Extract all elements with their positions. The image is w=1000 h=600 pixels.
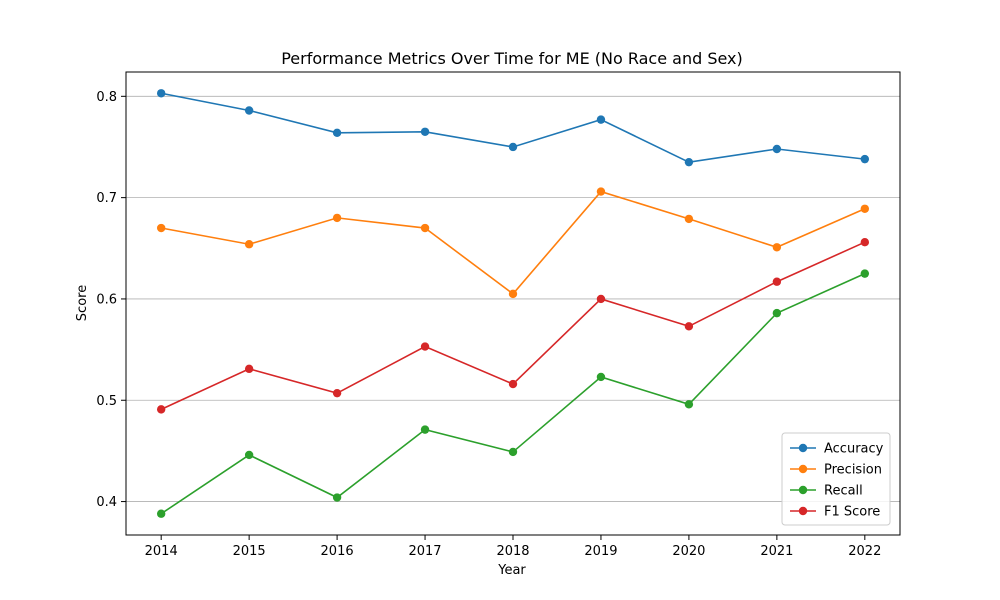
y-tick-label: 0.7 — [96, 191, 117, 206]
y-tick-label: 0.6 — [96, 292, 117, 307]
data-point-precision-2016 — [332, 213, 342, 223]
legend-swatch-marker — [798, 443, 808, 453]
grid-lines — [126, 95, 900, 502]
legend-item-f1-score: F1 Score — [790, 505, 880, 520]
legend-swatch-marker — [798, 506, 808, 516]
data-point-precision-2014 — [156, 223, 166, 233]
series-line-accuracy — [161, 92, 865, 163]
legend-box — [781, 432, 891, 526]
data-point-precision-2015 — [244, 240, 254, 249]
x-tick-label: 2019 — [584, 544, 617, 559]
data-point-accuracy-2019 — [596, 115, 606, 124]
x-tick-label: 2014 — [145, 544, 178, 559]
legend-item-precision: Precision — [790, 463, 882, 478]
legend-label: Precision — [824, 463, 882, 478]
data-point-accuracy-2015 — [244, 106, 254, 115]
data-point-precision-2017 — [420, 223, 430, 233]
data-point-precision-2022 — [860, 204, 870, 213]
series-layer — [156, 89, 870, 518]
x-tick-label: 2021 — [760, 544, 793, 559]
data-point-f1-score-2022 — [860, 238, 870, 247]
data-point-recall-2018 — [508, 447, 518, 457]
x-tick-label: 2020 — [672, 544, 705, 559]
data-point-precision-2021 — [772, 243, 782, 252]
data-point-recall-2015 — [244, 450, 254, 460]
legend-swatch-marker — [798, 485, 808, 495]
legend-label: Accuracy — [824, 442, 884, 457]
y-axis-ticks: 0.4 0.5 0.6 0.7 0.8 — [96, 90, 126, 510]
x-tick-label: 2015 — [233, 544, 266, 559]
data-point-recall-2017 — [420, 425, 430, 434]
legend-swatch-marker — [798, 464, 808, 474]
y-axis-title: Score — [75, 285, 90, 321]
data-point-f1-score-2020 — [684, 322, 694, 331]
legend-label: F1 Score — [824, 505, 880, 520]
y-tick-label: 0.8 — [96, 90, 117, 105]
y-tick-label: 0.5 — [96, 394, 117, 409]
data-point-precision-2020 — [684, 214, 694, 224]
x-tick-label: 2018 — [496, 544, 529, 559]
data-point-f1-score-2018 — [508, 379, 518, 389]
data-point-accuracy-2018 — [508, 142, 518, 152]
legend-item-recall: Recall — [790, 484, 863, 499]
data-point-recall-2021 — [772, 308, 782, 318]
series-f1-score — [156, 238, 870, 414]
data-point-f1-score-2021 — [772, 277, 782, 286]
data-point-f1-score-2019 — [596, 294, 606, 304]
data-point-precision-2019 — [596, 187, 606, 196]
series-accuracy — [156, 89, 870, 167]
data-point-f1-score-2017 — [420, 342, 430, 351]
legend-item-accuracy: Accuracy — [790, 442, 884, 457]
data-point-recall-2014 — [156, 509, 166, 518]
data-point-f1-score-2016 — [332, 388, 342, 398]
chart-title: Performance Metrics Over Time for ME (No… — [281, 49, 743, 68]
series-line-recall — [160, 272, 866, 515]
data-point-f1-score-2015 — [244, 364, 254, 374]
data-point-accuracy-2016 — [332, 128, 342, 137]
data-point-accuracy-2017 — [420, 127, 430, 136]
data-point-accuracy-2021 — [772, 144, 782, 154]
data-point-recall-2019 — [596, 372, 606, 382]
x-tick-label: 2016 — [321, 544, 354, 559]
data-point-accuracy-2020 — [684, 157, 694, 167]
data-point-recall-2016 — [332, 493, 342, 502]
data-point-f1-score-2014 — [156, 405, 166, 414]
x-tick-label: 2017 — [408, 544, 441, 559]
data-point-recall-2020 — [684, 400, 694, 409]
legend-label: Recall — [824, 484, 863, 499]
x-axis-ticks: 2014 2015 2016 2017 2018 2019 2020 2021 2022 — [145, 535, 881, 559]
x-tick-label: 2022 — [848, 544, 881, 559]
x-axis-title: Year — [497, 563, 526, 578]
data-point-precision-2018 — [508, 289, 518, 299]
y-tick-label: 0.4 — [96, 495, 117, 510]
legend: Accuracy Precision Recall F1 Score — [781, 432, 891, 526]
data-point-recall-2022 — [860, 269, 870, 278]
series-precision — [156, 187, 870, 299]
series-recall — [156, 269, 870, 518]
series-line-precision — [161, 190, 866, 295]
data-point-accuracy-2014 — [156, 89, 166, 98]
data-point-accuracy-2022 — [860, 154, 870, 164]
